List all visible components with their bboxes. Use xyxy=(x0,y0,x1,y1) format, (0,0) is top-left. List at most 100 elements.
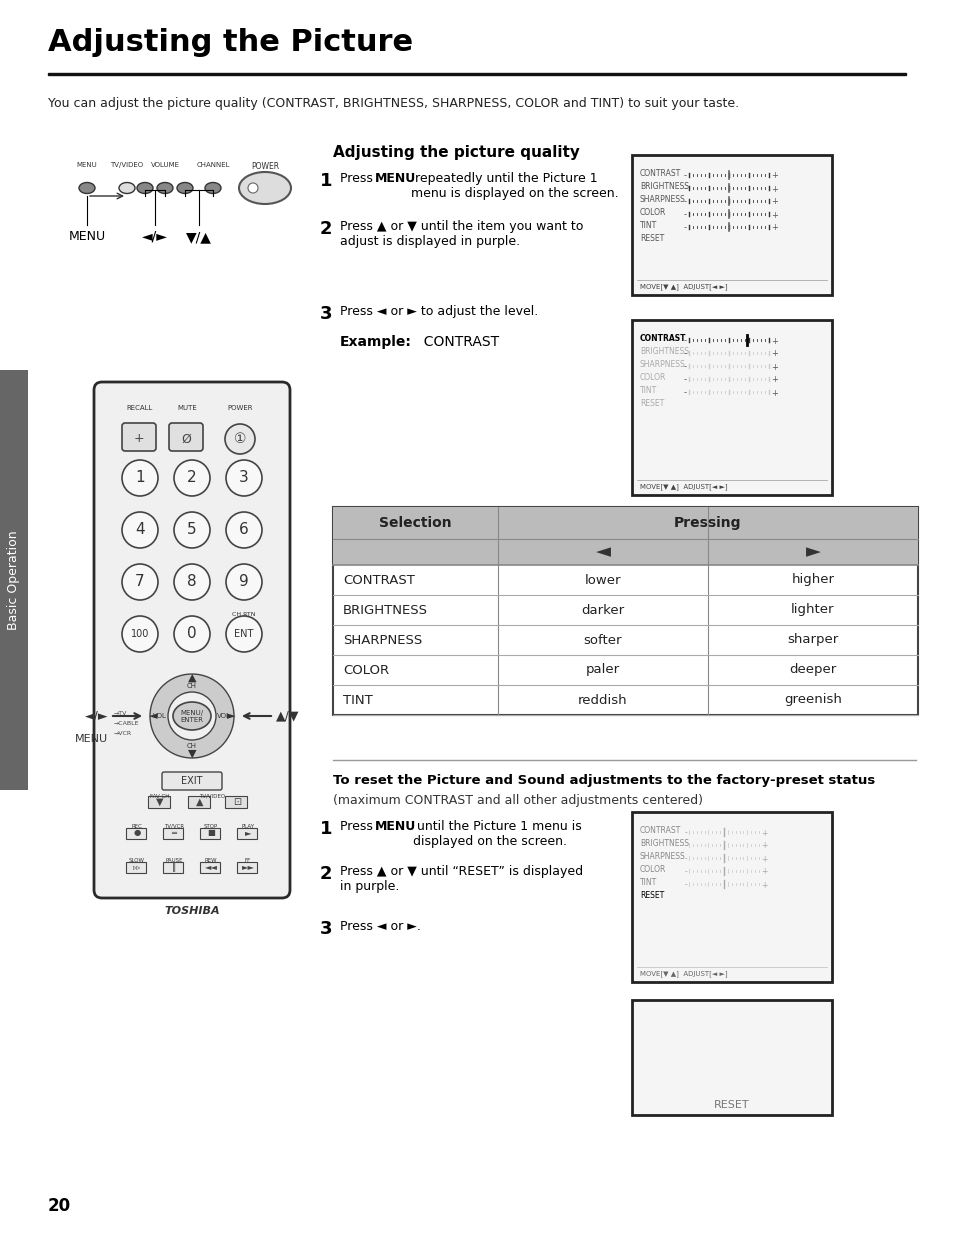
Text: SHARPNESS: SHARPNESS xyxy=(639,359,685,369)
Bar xyxy=(225,797,247,808)
Text: BRIGHTNESS: BRIGHTNESS xyxy=(639,182,688,191)
Ellipse shape xyxy=(137,183,152,194)
Text: +: + xyxy=(770,172,777,180)
Text: ▲: ▲ xyxy=(196,797,204,806)
Text: EXIT: EXIT xyxy=(181,776,203,785)
Text: -: - xyxy=(683,198,686,206)
Bar xyxy=(200,862,220,873)
Text: ▲: ▲ xyxy=(188,673,196,683)
Text: RESET: RESET xyxy=(639,233,663,243)
Text: You can adjust the picture quality (CONTRAST, BRIGHTNESS, SHARPNESS, COLOR and T: You can adjust the picture quality (CONT… xyxy=(48,98,739,110)
Text: paler: paler xyxy=(585,663,619,677)
Text: PAUSE: PAUSE xyxy=(165,858,183,863)
Text: REC: REC xyxy=(132,824,142,829)
Text: -: - xyxy=(683,172,686,180)
Text: Press: Press xyxy=(339,820,376,832)
Text: ◄◄: ◄◄ xyxy=(204,862,217,872)
Text: 3: 3 xyxy=(319,305,333,324)
Text: 2: 2 xyxy=(319,220,333,238)
Text: lower: lower xyxy=(584,573,620,587)
Text: until the Picture 1 menu is
displayed on the screen.: until the Picture 1 menu is displayed on… xyxy=(413,820,581,848)
Text: MUTE: MUTE xyxy=(177,405,196,411)
Ellipse shape xyxy=(205,183,221,194)
Text: CONTRAST: CONTRAST xyxy=(639,826,680,835)
Bar xyxy=(333,508,917,715)
Text: BRIGHTNESS: BRIGHTNESS xyxy=(343,604,428,616)
Text: TOSHIBA: TOSHIBA xyxy=(164,906,219,916)
Ellipse shape xyxy=(79,183,95,194)
Text: Press ▲ or ▼ until “RESET” is displayed
in purple.: Press ▲ or ▼ until “RESET” is displayed … xyxy=(339,864,582,893)
Text: +: + xyxy=(760,841,766,851)
Text: COLOR: COLOR xyxy=(343,663,389,677)
Text: MENU: MENU xyxy=(375,172,416,185)
Circle shape xyxy=(226,616,262,652)
Circle shape xyxy=(226,513,262,548)
Bar xyxy=(333,508,917,538)
Text: -: - xyxy=(683,363,686,372)
Text: deeper: deeper xyxy=(788,663,836,677)
Text: -: - xyxy=(683,855,686,863)
Text: CONTRAST: CONTRAST xyxy=(639,169,680,178)
Text: -: - xyxy=(683,881,686,889)
Text: COLOR: COLOR xyxy=(639,373,666,382)
Text: VOL: VOL xyxy=(152,713,167,719)
Circle shape xyxy=(173,459,210,496)
Circle shape xyxy=(122,616,158,652)
Text: ▼/▲: ▼/▲ xyxy=(186,230,212,245)
Circle shape xyxy=(248,183,257,193)
Text: ►: ► xyxy=(804,542,820,562)
Circle shape xyxy=(173,616,210,652)
Text: TINT: TINT xyxy=(343,694,373,706)
Text: 100: 100 xyxy=(131,629,149,638)
Text: ▼: ▼ xyxy=(156,797,164,806)
Text: 1: 1 xyxy=(319,172,333,190)
Text: TV/VIDEO: TV/VIDEO xyxy=(199,794,225,799)
Text: CH RTN: CH RTN xyxy=(232,613,255,618)
Text: -: - xyxy=(683,224,686,232)
Text: To reset the Picture and Sound adjustments to the factory-preset status: To reset the Picture and Sound adjustmen… xyxy=(333,774,874,787)
FancyBboxPatch shape xyxy=(162,772,222,790)
Text: RESET: RESET xyxy=(639,890,663,900)
Text: +: + xyxy=(760,867,766,877)
Text: TV/VCR: TV/VCR xyxy=(164,824,184,829)
Text: SHARPNESS: SHARPNESS xyxy=(639,852,685,861)
Bar xyxy=(148,797,170,808)
Text: -: - xyxy=(683,375,686,384)
Text: BRIGHTNESS: BRIGHTNESS xyxy=(639,839,688,848)
Text: ●: ● xyxy=(133,829,140,837)
Text: MENU: MENU xyxy=(69,230,106,243)
Text: MENU: MENU xyxy=(74,734,108,743)
Text: +: + xyxy=(770,210,777,220)
Bar xyxy=(631,811,831,982)
Text: Ø: Ø xyxy=(181,432,191,446)
Text: softer: softer xyxy=(583,634,621,646)
Text: ▹▹: ▹▹ xyxy=(132,862,141,872)
Text: MOVE[▼ ▲]  ADJUST[◄ ►]: MOVE[▼ ▲] ADJUST[◄ ►] xyxy=(639,483,727,490)
Text: +: + xyxy=(770,375,777,384)
Text: 2: 2 xyxy=(187,471,196,485)
Bar xyxy=(631,156,831,295)
Text: SLOW: SLOW xyxy=(129,858,145,863)
Text: VOL: VOL xyxy=(217,713,231,719)
Text: 8: 8 xyxy=(187,574,196,589)
Text: MOVE[▼ ▲]  ADJUST[◄ ►]: MOVE[▼ ▲] ADJUST[◄ ►] xyxy=(639,283,727,290)
Text: MOVE[▼ ▲]  ADJUST[◄ ►]: MOVE[▼ ▲] ADJUST[◄ ►] xyxy=(639,969,727,977)
Text: CH: CH xyxy=(187,743,196,748)
Bar xyxy=(631,1000,831,1115)
Text: FF: FF xyxy=(245,858,251,863)
Text: +: + xyxy=(760,855,766,863)
Text: repeatedly until the Picture 1
menu is displayed on the screen.: repeatedly until the Picture 1 menu is d… xyxy=(411,172,618,200)
Text: POWER: POWER xyxy=(251,162,279,170)
Text: Adjusting the picture quality: Adjusting the picture quality xyxy=(333,144,579,161)
Text: ►: ► xyxy=(245,829,251,837)
Ellipse shape xyxy=(119,183,135,194)
Text: -: - xyxy=(683,841,686,851)
Text: CHANNEL: CHANNEL xyxy=(196,162,230,168)
Text: POWER: POWER xyxy=(227,405,253,411)
Text: ENT: ENT xyxy=(234,629,253,638)
Text: 6: 6 xyxy=(239,522,249,537)
Text: Pressing: Pressing xyxy=(674,516,741,530)
Circle shape xyxy=(173,564,210,600)
Text: MENU: MENU xyxy=(76,162,97,168)
Text: +: + xyxy=(770,198,777,206)
